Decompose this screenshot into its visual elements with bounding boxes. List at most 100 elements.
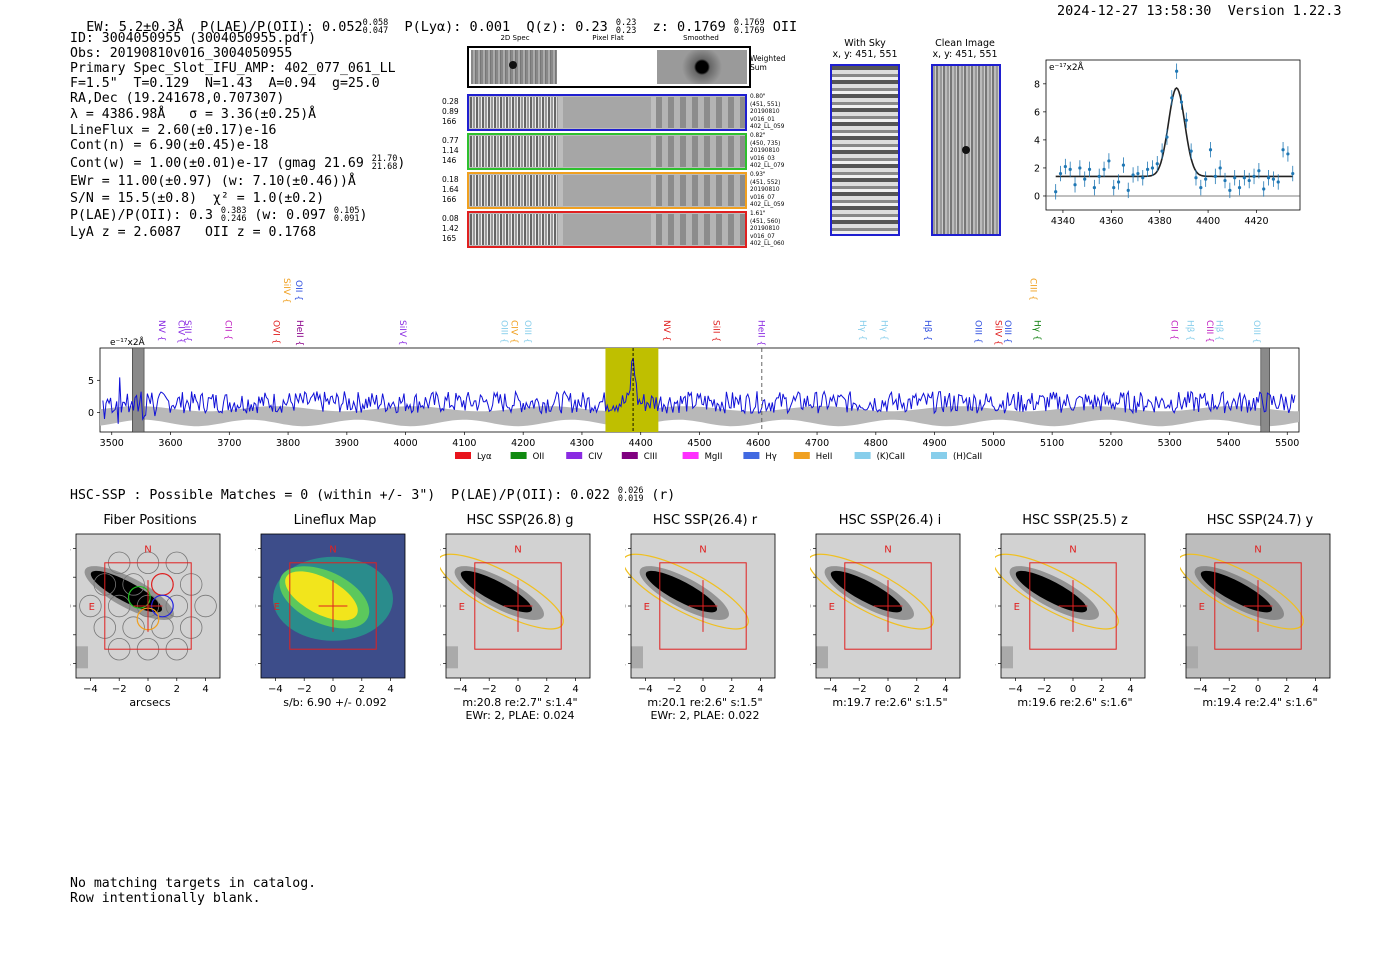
line-fit-ytick-label: 8 — [1034, 79, 1040, 90]
spectrum-line-marker-label: OVI { — [270, 320, 280, 344]
info-lineflux: LineFlux = 2.60(±0.17)e-16 — [70, 123, 277, 138]
cutout-sub2: EWr: 2, PLAE: 0.024 — [465, 709, 575, 722]
cutout-xtick-label: −2 — [852, 684, 867, 695]
cutout-ytick-label: 4 — [70, 659, 71, 670]
spec2d-weighted-sum-label: Weighted Sum — [750, 54, 786, 72]
cutout-xtick-label: 2 — [729, 684, 735, 695]
spec2d-row-smooth — [656, 97, 745, 128]
line-fit-point — [1058, 171, 1063, 176]
spectrum-line-marker: CIV { — [175, 320, 185, 344]
cutout-title: HSC SSP(25.5) z — [1022, 513, 1128, 528]
cutout-xtick-label: 0 — [1070, 684, 1076, 695]
clean-xy: x, y: 451, 551 — [932, 49, 998, 60]
info-lya: LyA z = 2.6087 OII z = 0.1768 — [70, 225, 317, 240]
spec2d-header-pixelflat: Pixel Flat — [592, 34, 624, 42]
info-ewr: EWr = 11.00(±0.97) (w: 7.10(±0.46))Å — [70, 174, 356, 189]
line-fit-point — [1242, 176, 1246, 180]
cutout-ytick-label: −2 — [995, 573, 996, 584]
cutout-box — [474, 562, 562, 650]
spectrum-line-marker-label: CII { — [222, 320, 232, 340]
spec2d-row-2d — [470, 97, 558, 128]
spectrum-xtick-label: 3900 — [335, 438, 359, 449]
spectrum-line-marker-label: CIII { — [1028, 278, 1038, 301]
spectrum-legend-label: CIII — [644, 452, 657, 462]
galaxy-core — [1200, 570, 1273, 613]
info-contn: Cont(n) = 6.90(±0.45)e-18 — [70, 138, 269, 153]
spec2d-row-left-labels: 0.77 1.14 146 — [442, 136, 459, 165]
fiber-green — [127, 585, 151, 609]
spec2d-row-smooth — [656, 175, 745, 206]
line-fit-ytick-label: 4 — [1034, 135, 1040, 146]
cutout-ytick-label: 4 — [625, 659, 626, 670]
cutout-xtick-label: −4 — [638, 684, 653, 695]
line-fit-ytick-label: 6 — [1034, 107, 1040, 118]
spec2d-header-2dspec: 2D Spec — [500, 34, 530, 42]
line-fit-point — [1281, 148, 1285, 152]
header-qz: Q(z): 0.23 — [526, 19, 608, 35]
fiber-circle — [122, 616, 145, 639]
spectrum-line-marker-label: Hγ { — [879, 320, 889, 341]
cutout-xtick-label: 4 — [757, 684, 763, 695]
cutout-ytick-label: 4 — [995, 659, 996, 670]
cutout-sub1: m:19.4 re:2.4" s:1.6" — [1202, 696, 1318, 709]
cutout-north: N — [1069, 544, 1076, 555]
info-contw: Cont(w) = 1.00(±0.01)e-17 (gmag 21.69 21… — [70, 154, 406, 172]
cutout-xtick-label: 2 — [1099, 684, 1105, 695]
spectrum-line-marker-label: NV { — [661, 320, 671, 341]
spectrum-line-marker: CII { — [1169, 320, 1179, 340]
spec2d-row-right-labels: 0.93" (451, 552) 20190810 v016_07 402_LL_059 — [750, 172, 785, 208]
header-z-line: OII — [772, 19, 798, 35]
aperture-ellipse — [625, 553, 749, 630]
spectrum-xtick-label: 5500 — [1275, 438, 1299, 449]
spectrum-line-marker-label: SiII { — [710, 320, 720, 342]
spectrum-line-marker: CIII { — [1028, 278, 1038, 301]
spec2d-row — [467, 211, 747, 248]
line-fit-point — [1073, 183, 1077, 187]
cutout-box — [844, 562, 932, 650]
spectrum-line-marker: OIII { — [1251, 320, 1261, 344]
cutout-box — [104, 562, 192, 650]
spectrum-unit: e⁻¹⁷x2Å — [110, 336, 146, 348]
line-fit-unit: e⁻¹⁷x2Å — [1049, 61, 1085, 73]
spectrum-xtick-label: 4700 — [805, 438, 829, 449]
line-fit-point — [1160, 149, 1164, 153]
cutout-ytick-label: −4 — [1180, 544, 1181, 555]
spectrum-line-marker: Hβ { — [1214, 320, 1224, 341]
spec2d-row-right-labels: 0.80" (451, 551) 20190810 v016_01 402_LL_059 — [750, 94, 785, 130]
cutout-edge-source — [631, 646, 643, 669]
info-sn: S/N = 15.5(±0.8) χ² = 1.0(±0.2) — [70, 191, 325, 206]
line-fit-point — [1184, 118, 1188, 122]
spectrum-line-marker-label: OIII { — [973, 320, 983, 344]
line-fit-point — [1208, 148, 1213, 152]
cutout-ytick-label: 0 — [1180, 602, 1181, 613]
line-fit-point — [1276, 180, 1280, 184]
spectrum-legend-swatch — [455, 452, 471, 459]
spectrum-line-marker-label: CIII { — [1204, 320, 1214, 343]
cutout-sub1: m:20.8 re:2.7" s:1.4" — [462, 696, 578, 709]
spectrum-xtick-label: 4100 — [452, 438, 476, 449]
spectrum-legend-label: Lyα — [477, 452, 492, 462]
cutout-edge-source — [1186, 646, 1198, 669]
cutout-east: E — [829, 602, 835, 613]
cutout-ytick-label: −4 — [995, 544, 996, 555]
spectrum-line-marker-label: Hγ { — [1032, 320, 1042, 341]
cutout-ytick-label: 0 — [995, 602, 996, 613]
footer-line-1: No matching targets in catalog. — [70, 876, 317, 891]
fiber-circle — [122, 573, 145, 596]
header-summary: EW: 5.2±0.3Å P(LAE)/P(OII): 0.052 0.058 0.… — [70, 3, 798, 36]
fiber-circle — [194, 594, 217, 618]
cutout-xtick-label: 0 — [515, 684, 521, 695]
line-fit-point — [1054, 190, 1058, 194]
spectrum-line-marker: HeII { — [294, 320, 304, 346]
spectrum-line-marker: OIII { — [522, 320, 532, 344]
header-datetime: 2024-12-27 13:58:30 — [1057, 3, 1212, 19]
cutout-image: N E −4 −2 0 2 4 4 2 0 −2 −4 — [625, 533, 776, 695]
spec2d-row-2d — [470, 175, 558, 206]
line-fit-point — [1146, 167, 1150, 171]
cutout-xtick-label: 0 — [1255, 684, 1261, 695]
cutout-ytick-label: −2 — [625, 573, 626, 584]
line-fit-point — [1247, 178, 1251, 183]
lineflux-peak — [285, 571, 358, 621]
line-fit-point — [1223, 178, 1227, 183]
spectrum-line-marker: SiIV { — [397, 320, 407, 346]
